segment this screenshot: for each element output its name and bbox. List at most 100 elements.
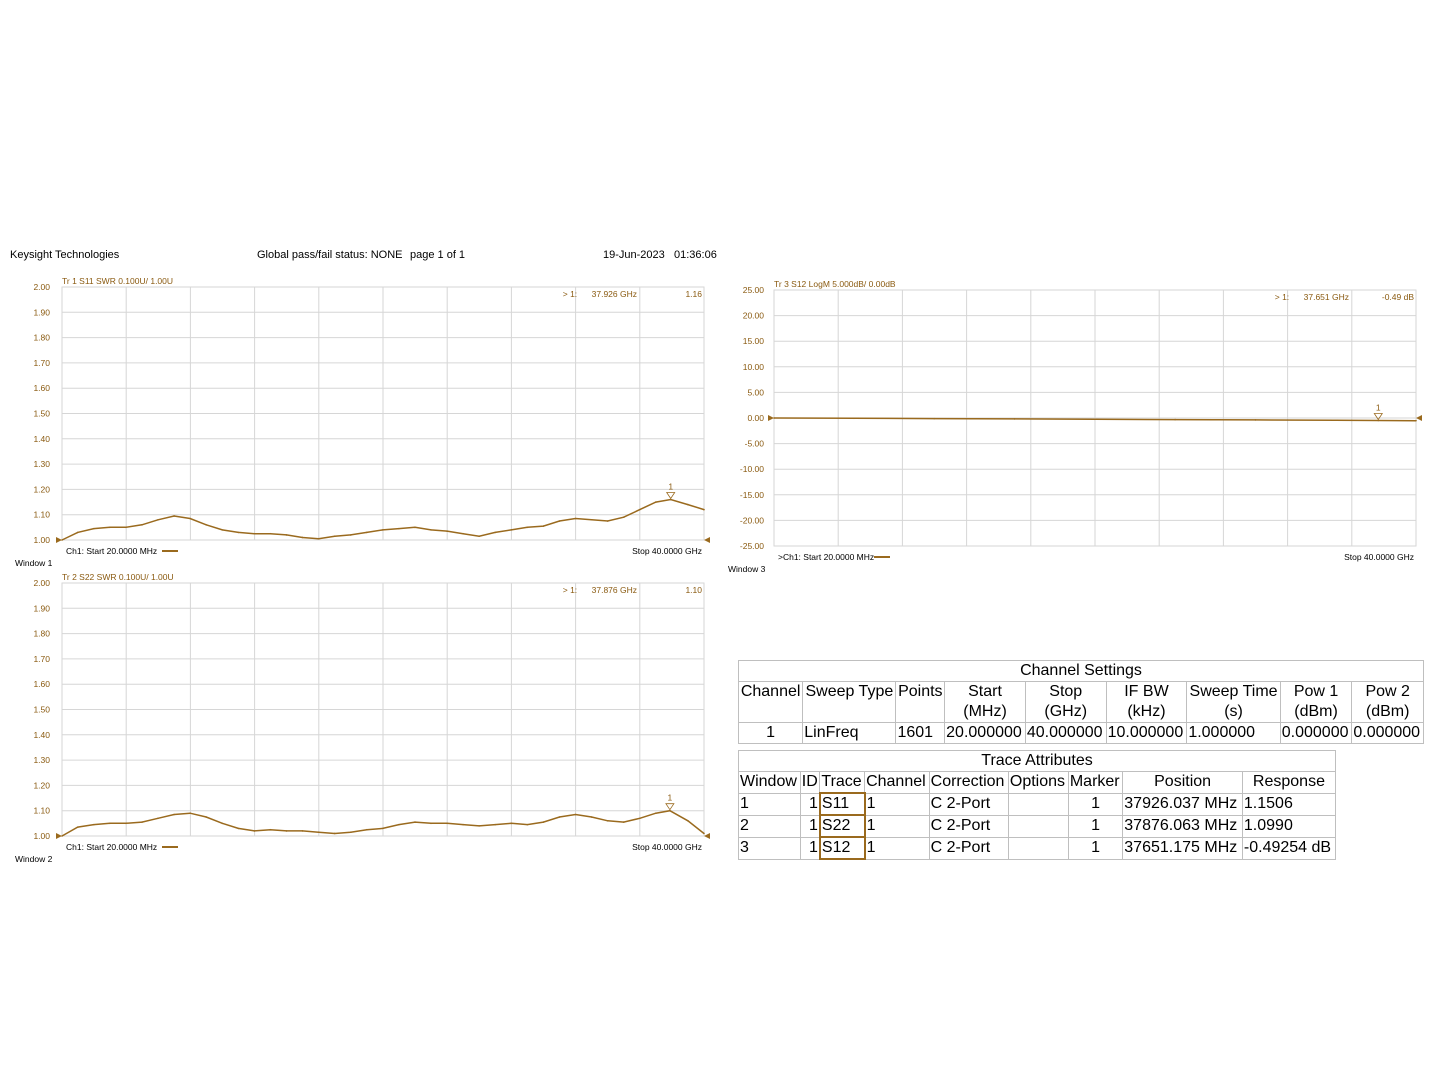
data-point	[430, 529, 432, 531]
cell-options	[1007, 792, 1069, 816]
data-point	[157, 518, 159, 521]
print-date: 19-Jun-2023	[603, 249, 665, 261]
trace-label: Tr 1 S11 SWR 0.100U/ 1.00U	[62, 276, 173, 286]
y-tick-label: 1.50	[33, 705, 50, 715]
col-unit: (GHz)	[1044, 703, 1088, 720]
data-point	[1254, 419, 1257, 421]
cell-channel: 1	[864, 792, 930, 816]
y-tick-label: 25.00	[743, 285, 765, 295]
data-point	[92, 527, 95, 530]
y-tick-label: 1.00	[33, 831, 50, 841]
cell-channel: 1	[864, 814, 930, 838]
cell-correction: C 2-Port	[928, 814, 1009, 838]
data-point	[109, 526, 111, 529]
marker-readout-value: 1.16	[685, 289, 702, 299]
table-row: 3 1 S12 1 C 2-Port 1 37651.175 MHz -0.49…	[738, 836, 1337, 860]
data-point	[61, 539, 63, 541]
data-point	[205, 816, 208, 818]
reference-right-arrow	[1416, 415, 1422, 421]
data-point	[638, 508, 641, 511]
marker-readout-freq: 37.876 GHz	[592, 585, 637, 595]
data-point	[478, 535, 480, 538]
cell-correction: C 2-Port	[928, 836, 1009, 860]
data-point	[189, 812, 191, 815]
cell-options	[1007, 836, 1069, 860]
data-point	[317, 831, 320, 834]
reference-left-arrow	[56, 833, 62, 839]
cell-pow2: 0.000000	[1351, 722, 1424, 744]
col-header: Marker	[1067, 771, 1124, 794]
data-point	[430, 822, 432, 825]
data-point	[933, 417, 936, 420]
col-header: Correction	[928, 771, 1009, 794]
data-point	[237, 827, 240, 830]
data-point	[76, 531, 79, 534]
data-point	[76, 826, 79, 828]
y-tick-label: 15.00	[743, 336, 765, 346]
data-point	[61, 835, 63, 837]
y-tick-label: 1.20	[33, 780, 50, 790]
data-point	[398, 823, 400, 826]
marker-readout-freq: 37.651 GHz	[1304, 292, 1349, 302]
data-point	[494, 531, 497, 534]
y-tick-label: 1.80	[33, 333, 50, 343]
data-point	[655, 501, 657, 503]
col-header: Sweep Time	[1189, 683, 1278, 700]
cell-window: 2	[738, 814, 801, 838]
cell-response: 1.0990	[1241, 814, 1337, 838]
data-point	[1334, 419, 1337, 422]
y-tick-label: 1.20	[33, 484, 50, 494]
col-header: Channel	[864, 771, 930, 794]
cell-correction: C 2-Port	[928, 792, 1009, 816]
marker-readout-value: -0.49 dB	[1382, 292, 1414, 302]
marker-triangle	[1373, 413, 1384, 421]
y-tick-label: 1.30	[33, 755, 50, 765]
data-point	[462, 823, 464, 826]
cell-marker: 1	[1067, 792, 1124, 816]
col-header: Pow 2	[1365, 683, 1410, 700]
data-point	[349, 831, 352, 834]
y-tick-label: -20.00	[740, 515, 764, 525]
window-1-plot[interactable]: 2.00 1.90 1.80 1.70 1.60 1.50 1.40 1.30 1.20 1.10…	[0, 272, 725, 572]
reference-right-arrow	[704, 537, 710, 543]
cell-stop: 40.000000	[1024, 722, 1107, 744]
cell-points: 1601	[895, 722, 946, 744]
marker-readout-id: > 1:	[563, 585, 577, 595]
data-point	[253, 830, 256, 832]
data-point	[526, 823, 529, 826]
table-row: 1 LinFreq 1601 20.000000 40.000000 10.00…	[737, 722, 1424, 744]
cell-id: 1	[799, 836, 821, 860]
window-2-plot[interactable]: 2.00 1.90 1.80 1.70 1.60 1.50 1.40 1.30 1.20 1.10…	[0, 568, 725, 868]
stop-frequency-label: Stop 40.0000 GHz	[632, 546, 702, 556]
marker-number: 1	[668, 482, 673, 492]
channel-settings-title: Channel Settings	[738, 660, 1424, 682]
cell-start: 20.000000	[944, 722, 1026, 744]
col-header: Trace	[819, 771, 866, 794]
cell-marker: 1	[1067, 836, 1124, 860]
data-point	[558, 816, 561, 818]
data-point	[574, 517, 577, 520]
data-point	[221, 822, 224, 825]
marker-readout-value: 1.10	[685, 585, 702, 595]
data-point	[1415, 419, 1417, 422]
cell-position: 37651.175 MHz	[1122, 836, 1243, 860]
cell-response: -0.49254 dB	[1241, 836, 1337, 860]
col-unit: (s)	[1224, 703, 1243, 720]
cell-sweep-type: LinFreq	[802, 722, 897, 744]
cell-pow1: 0.000000	[1279, 722, 1353, 744]
data-point	[317, 537, 320, 540]
data-point	[1377, 419, 1380, 422]
channel-settings-header-row: Channel Sweep Type Points Start (MHz) Sto…	[737, 681, 1424, 723]
trace-attributes-header-row: Window ID Trace Channel Correction Optio…	[738, 771, 1337, 794]
marker-readout-id: > 1:	[1275, 292, 1289, 302]
marker-readout-id: > 1:	[563, 289, 577, 299]
window-3-plot[interactable]: 25.00 20.00 15.00 10.00 5.00 0.00 -5.00 -10.00 -…	[720, 274, 1445, 574]
data-point	[526, 526, 529, 529]
y-tick-label: 1.30	[33, 459, 50, 469]
data-point	[125, 822, 127, 825]
trace-label: Tr 2 S22 SWR 0.100U/ 1.00U	[62, 572, 174, 582]
start-frequency-label: >Ch1: Start 20.0000 MHz	[778, 552, 874, 562]
y-tick-label: 1.40	[33, 730, 50, 740]
col-unit: (dBm)	[1294, 703, 1338, 720]
y-tick-label: 1.80	[33, 629, 50, 639]
